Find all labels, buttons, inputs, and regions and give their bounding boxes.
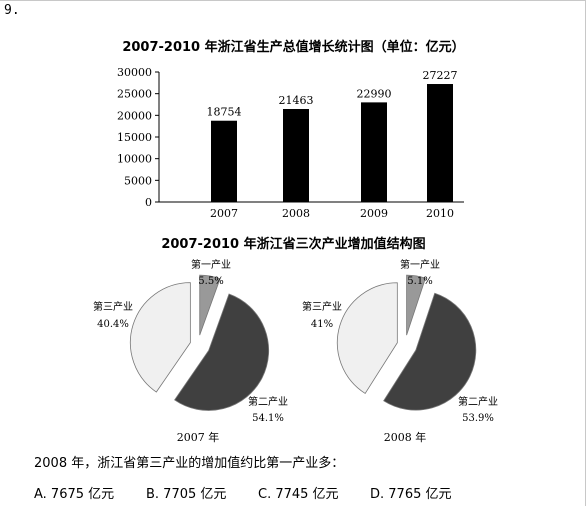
y-tick-label: 30000 [117,66,152,79]
frame-right-border [585,0,586,506]
question-number: 9. [4,3,20,18]
pie-slice-name: 第三产业 [93,300,133,313]
y-tick-label: 5000 [124,174,152,187]
x-tick-label: 2007 [210,207,238,220]
question-text: 2008 年，浙江省第三产业的增加值约比第一产业多： [34,456,345,471]
y-tick-label: 15000 [117,131,152,144]
pie-slice-secondary [383,292,477,411]
pie-slice-tertiary [336,282,398,394]
bar [361,102,387,202]
y-tick-label: 10000 [117,153,152,166]
option-b[interactable]: B. 7705 亿元 [146,487,227,502]
pie-slice-primary [199,274,221,336]
pie-slice-name: 第三产业 [302,300,342,313]
pie-slice-name: 第一产业 [400,258,440,271]
bar-value-label: 22990 [357,87,392,100]
option-d[interactable]: D. 7765 亿元 [370,487,452,502]
pie-slice-percent: 54.1% [252,413,284,424]
pie-chart-title: 2007-2010 年浙江省三次产业增加值结构图 [161,237,426,252]
frame-top-border [0,0,586,1]
bar-value-label: 18754 [207,106,242,119]
bar-value-label: 21463 [279,94,314,107]
bar [211,120,237,202]
y-tick-label: 0 [145,196,152,209]
pie-slice-percent: 41% [311,319,333,330]
bar [283,108,309,202]
pie-slice-percent: 5.5% [198,276,223,287]
x-tick-label: 2008 [282,207,310,220]
pie-slice-name: 第二产业 [458,395,498,408]
pie-slice-tertiary [129,282,191,393]
pie-slice-secondary [174,293,270,411]
pie-year-label: 2008 年 [384,430,427,444]
pie-slice-primary [406,274,427,336]
pie-slice-percent: 53.9% [462,413,494,424]
y-tick-label: 20000 [117,109,152,122]
bar-value-label: 27227 [423,69,458,82]
pie-year-label: 2007 年 [177,430,220,444]
x-tick-label: 2010 [426,207,454,220]
pie-slice-percent: 5.1% [407,276,432,287]
option-c[interactable]: C. 7745 亿元 [258,487,339,502]
pie-slice-name: 第一产业 [191,258,231,271]
bar-chart: 0 5000 10000 15000 20000 25000 30000 18754 2007 2… [117,66,464,220]
bar [427,84,453,202]
y-tick-label: 25000 [117,88,152,101]
x-tick-label: 2009 [360,207,388,220]
option-a[interactable]: A. 7675 亿元 [34,487,115,502]
bar-chart-title: 2007-2010 年浙江省生产总值增长统计图（单位：亿元） [122,40,465,55]
pie-slice-percent: 40.4% [97,319,129,330]
pie-slice-name: 第二产业 [248,395,288,408]
pie-charts: 第一产业 5.5% 第二产业 54.1% 第三产业 40.4% 2007 年 第一产业 5.1%… [93,258,498,444]
